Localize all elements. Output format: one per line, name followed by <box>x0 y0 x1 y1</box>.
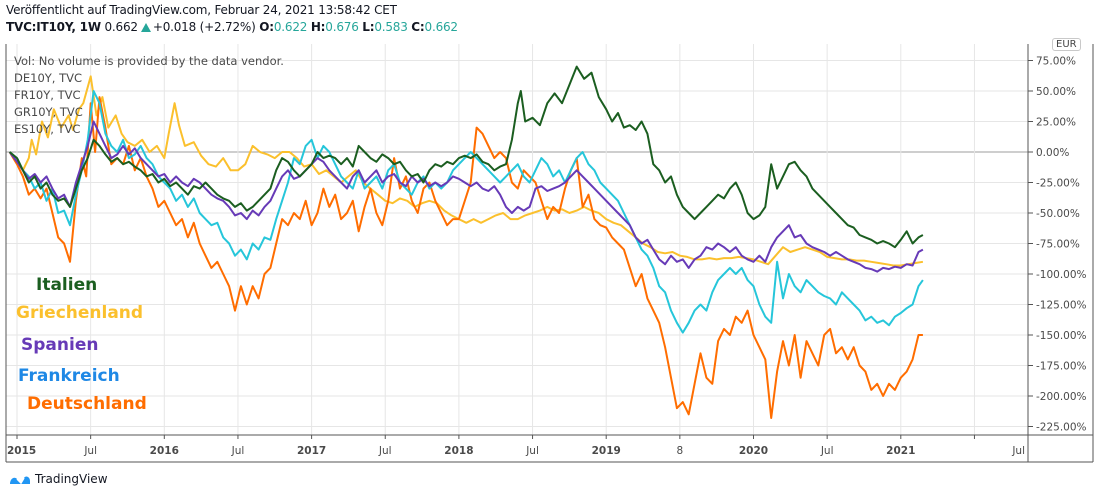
y-tick-label: 50.00% <box>1036 86 1076 98</box>
y-tick-label: 0.00% <box>1036 147 1069 159</box>
x-tick-label: 2020 <box>739 445 768 457</box>
label-griechenland: Griechenland <box>16 303 144 323</box>
y-tick-label: -100.00% <box>1036 269 1087 281</box>
x-tick-label: Jul <box>525 445 539 457</box>
y-tick-label: -125.00% <box>1036 300 1087 312</box>
symbol-name[interactable]: TVC:IT10Y, 1W <box>6 20 101 34</box>
label-italien: Italien <box>36 275 98 295</box>
low-value: 0.583 <box>374 20 408 34</box>
x-tick-label: 2018 <box>444 445 473 457</box>
tradingview-brand[interactable]: TradingView <box>8 472 108 486</box>
x-tick-label: 2021 <box>886 445 915 457</box>
up-arrow-icon <box>140 23 151 32</box>
y-tick-label: -225.00% <box>1036 422 1087 434</box>
tradingview-logo-icon <box>10 476 30 485</box>
high-value: 0.676 <box>325 20 359 34</box>
symbol-info-bar: TVC:IT10Y, 1W 0.662 +0.018 (+2.72%) O:0.6… <box>6 20 458 34</box>
low-label: L: <box>362 20 375 34</box>
x-tick-label: 2017 <box>297 445 326 457</box>
x-tick-label: Jul <box>231 445 245 457</box>
open-label: O: <box>259 20 274 34</box>
label-spanien: Spanien <box>21 335 99 355</box>
price-scale[interactable]: 75.00% 50.00% 25.00% 0.00% -25.00% -50.00% -75… <box>1028 56 1087 434</box>
x-tick-label: Jul <box>378 445 392 457</box>
legend-source-es10y[interactable]: ES10Y, TVC <box>14 122 81 136</box>
series-lines <box>8 65 924 419</box>
y-tick-label: -150.00% <box>1036 330 1087 342</box>
tradingview-brand-text: TradingView <box>35 472 108 486</box>
high-label: H: <box>310 20 326 34</box>
published-note: Veröffentlicht auf TradingView.com, Febr… <box>6 3 397 17</box>
legend-source-gr10y[interactable]: GR10Y, TVC <box>14 105 83 119</box>
price-change: +0.018 (+2.72%) <box>152 20 256 34</box>
close-value: 0.662 <box>424 20 459 34</box>
series-line-griechenland <box>8 75 924 267</box>
legend-source-de10y[interactable]: DE10Y, TVC <box>14 71 83 85</box>
series-line-spanien <box>8 120 924 273</box>
label-frankreich: Frankreich <box>18 366 120 386</box>
y-tick-label: -200.00% <box>1036 391 1087 403</box>
y-tick-label: -25.00% <box>1036 178 1080 190</box>
y-tick-label: -175.00% <box>1036 361 1087 373</box>
x-tick-label: 2019 <box>592 445 621 457</box>
series-line-italien <box>8 65 924 249</box>
x-tick-label: 2015 <box>7 445 36 457</box>
x-tick-label: 8 <box>677 445 684 457</box>
series-line-deutschland <box>8 96 923 419</box>
time-scale[interactable]: 2015 Jul 2016 Jul 2017 Jul 2018 Jul 2019 8 2020 Jul… <box>7 435 1025 457</box>
currency-badge[interactable]: EUR <box>1052 38 1081 51</box>
legend-source-fr10y[interactable]: FR10Y, TVC <box>14 88 81 102</box>
y-tick-label: 25.00% <box>1036 117 1076 129</box>
x-tick-label: 2016 <box>150 445 179 457</box>
series-line-frankreich <box>8 90 924 334</box>
y-tick-label: -75.00% <box>1036 239 1080 251</box>
x-tick-label: Jul <box>820 445 834 457</box>
x-tick-label: Jul <box>83 445 97 457</box>
close-label: C: <box>411 20 425 34</box>
chart-frame <box>5 44 1094 463</box>
label-deutschland: Deutschland <box>27 394 147 414</box>
x-tick-label: Jul <box>1011 445 1025 457</box>
volume-note: Vol: No volume is provided by the data v… <box>14 54 284 68</box>
open-value: 0.622 <box>273 20 308 34</box>
y-tick-label: 75.00% <box>1036 56 1076 68</box>
y-tick-label: -50.00% <box>1036 208 1080 220</box>
last-price: 0.662 <box>104 20 138 34</box>
